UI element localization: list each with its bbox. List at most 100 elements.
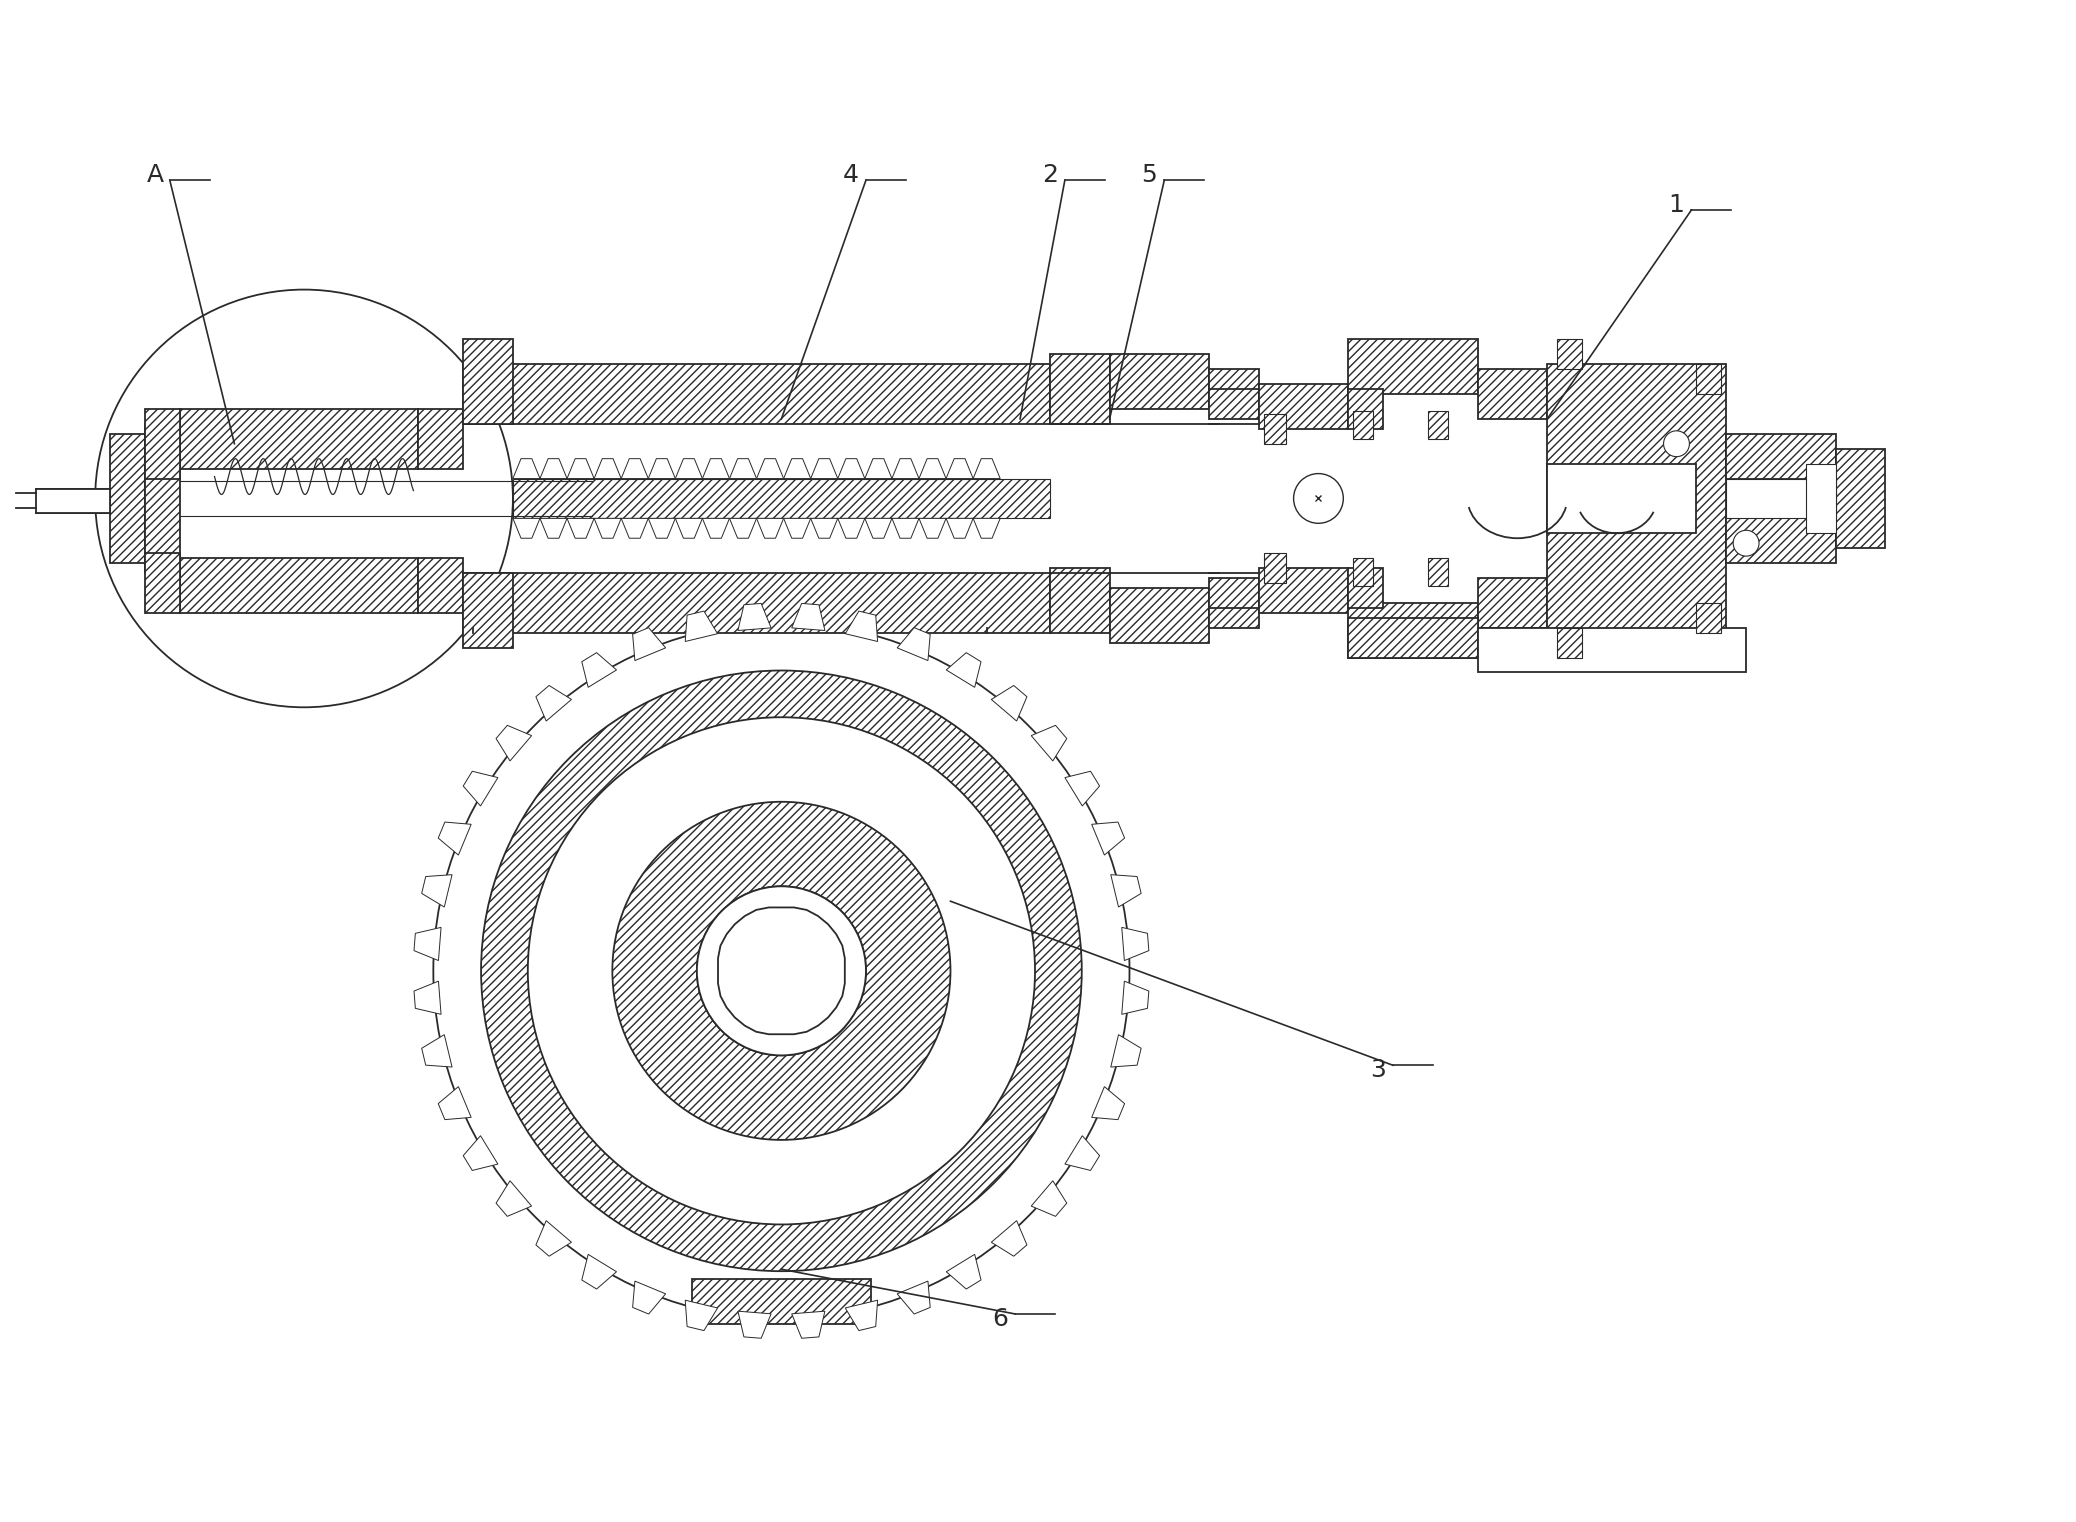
- Bar: [1347, 390, 1383, 429]
- Polygon shape: [594, 519, 621, 539]
- Polygon shape: [536, 685, 571, 721]
- Bar: [1696, 603, 1721, 633]
- Bar: [513, 478, 1050, 519]
- Bar: [419, 409, 463, 469]
- Polygon shape: [633, 1282, 666, 1313]
- Polygon shape: [812, 458, 839, 478]
- Bar: [1354, 411, 1372, 438]
- Bar: [1547, 364, 1727, 633]
- Polygon shape: [675, 458, 702, 478]
- Bar: [419, 559, 463, 613]
- Polygon shape: [438, 822, 471, 855]
- Polygon shape: [839, 519, 866, 539]
- Polygon shape: [866, 458, 893, 478]
- Polygon shape: [1111, 875, 1142, 907]
- Bar: [1478, 578, 1547, 627]
- Polygon shape: [1032, 1181, 1067, 1216]
- Bar: [1557, 339, 1582, 370]
- Polygon shape: [791, 1310, 824, 1338]
- Polygon shape: [756, 458, 783, 478]
- Bar: [110, 434, 145, 563]
- Bar: [1109, 355, 1208, 409]
- Bar: [181, 409, 419, 469]
- Bar: [35, 489, 110, 513]
- Polygon shape: [897, 627, 930, 661]
- Polygon shape: [540, 458, 567, 478]
- Polygon shape: [920, 458, 947, 478]
- Bar: [1258, 568, 1347, 613]
- Text: 1: 1: [1669, 193, 1684, 218]
- Bar: [1557, 627, 1582, 658]
- Bar: [1347, 603, 1478, 658]
- Polygon shape: [536, 1221, 571, 1256]
- Bar: [1806, 464, 1835, 533]
- Polygon shape: [791, 603, 824, 630]
- Polygon shape: [947, 1254, 982, 1289]
- Bar: [1478, 627, 1746, 673]
- Bar: [181, 559, 419, 613]
- Bar: [463, 574, 513, 648]
- Polygon shape: [685, 1300, 718, 1330]
- Polygon shape: [974, 458, 1001, 478]
- Polygon shape: [974, 519, 1001, 539]
- Polygon shape: [812, 519, 839, 539]
- Polygon shape: [737, 603, 770, 630]
- Circle shape: [95, 289, 513, 708]
- Polygon shape: [845, 612, 878, 641]
- Bar: [1208, 370, 1258, 419]
- Circle shape: [1733, 530, 1758, 556]
- Polygon shape: [947, 653, 982, 688]
- Polygon shape: [1092, 1087, 1125, 1120]
- Circle shape: [1663, 431, 1690, 457]
- Polygon shape: [648, 519, 675, 539]
- Polygon shape: [718, 907, 845, 1035]
- Polygon shape: [845, 1300, 878, 1330]
- Polygon shape: [594, 458, 621, 478]
- Text: 4: 4: [843, 163, 859, 187]
- Bar: [1354, 559, 1372, 586]
- Polygon shape: [633, 627, 666, 661]
- Bar: [463, 339, 513, 423]
- Polygon shape: [1111, 1035, 1142, 1067]
- Polygon shape: [581, 653, 617, 688]
- Text: 6: 6: [992, 1307, 1009, 1330]
- Polygon shape: [1121, 982, 1148, 1014]
- Polygon shape: [567, 519, 594, 539]
- Polygon shape: [1065, 1135, 1100, 1170]
- Polygon shape: [463, 772, 498, 807]
- Polygon shape: [438, 1087, 471, 1120]
- Bar: [145, 552, 181, 613]
- Text: 2: 2: [1042, 163, 1059, 187]
- Polygon shape: [685, 612, 718, 641]
- Polygon shape: [421, 875, 453, 907]
- Polygon shape: [1032, 726, 1067, 761]
- Polygon shape: [413, 927, 440, 960]
- Polygon shape: [567, 458, 594, 478]
- Bar: [1696, 364, 1721, 394]
- Bar: [691, 1278, 872, 1324]
- Bar: [1835, 449, 1885, 548]
- Bar: [1258, 384, 1347, 429]
- Bar: [463, 364, 1050, 423]
- Polygon shape: [496, 1181, 531, 1216]
- Polygon shape: [783, 519, 812, 539]
- Bar: [1478, 370, 1547, 419]
- Polygon shape: [621, 519, 648, 539]
- Polygon shape: [675, 519, 702, 539]
- Polygon shape: [648, 458, 675, 478]
- Text: A: A: [145, 163, 164, 187]
- Bar: [1264, 552, 1285, 583]
- Polygon shape: [1121, 927, 1148, 960]
- Bar: [1050, 355, 1109, 423]
- Polygon shape: [702, 519, 729, 539]
- Bar: [1727, 478, 1835, 519]
- Text: 5: 5: [1142, 163, 1156, 187]
- Text: 3: 3: [1370, 1058, 1387, 1082]
- Polygon shape: [737, 1310, 770, 1338]
- Bar: [1208, 578, 1258, 627]
- Circle shape: [1293, 473, 1343, 524]
- Polygon shape: [702, 458, 729, 478]
- Polygon shape: [421, 1035, 453, 1067]
- Bar: [1428, 559, 1447, 586]
- Polygon shape: [1065, 772, 1100, 807]
